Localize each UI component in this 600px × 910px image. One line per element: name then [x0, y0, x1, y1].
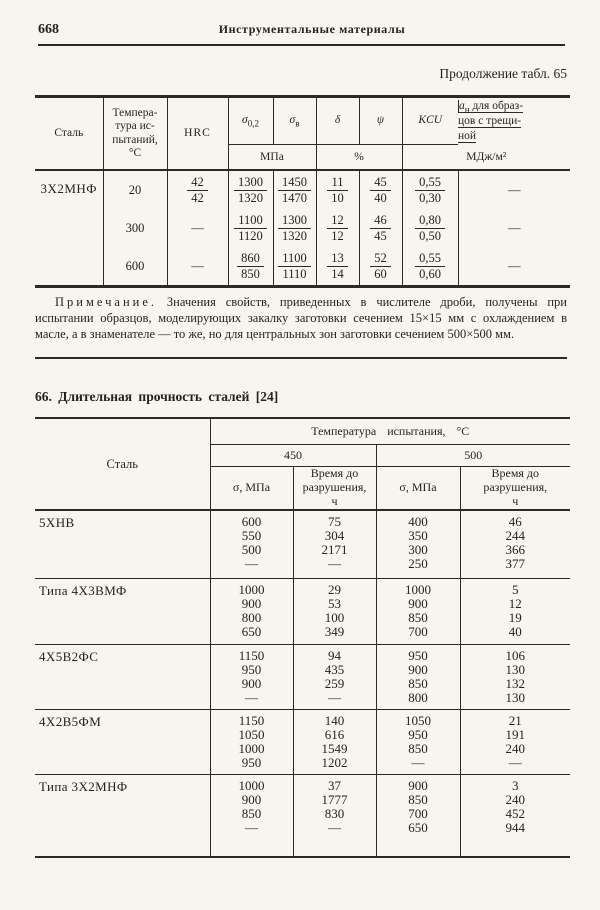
psi-cell: 45 40	[358, 170, 402, 209]
steel-name: 4Х2В5ФМ	[35, 709, 210, 775]
psi-cell: 46 45	[358, 209, 402, 247]
hrc-cell: —	[166, 247, 228, 287]
unit-mpa: МПа	[227, 144, 316, 171]
sigma02-cell: 1100 1120	[227, 209, 273, 247]
an-cell: —	[457, 209, 570, 247]
kcu-cell: 0,80 0,50	[401, 209, 458, 247]
steel-name: 5ХНВ	[35, 510, 210, 579]
time-500-values: 106 130 132 130	[459, 644, 571, 710]
col-header-500: 500	[375, 444, 571, 467]
col-header-time-450: Время до разрушения, ч	[292, 466, 376, 511]
unit-mj-m2: МДж/м²	[401, 144, 570, 171]
temp-cell: 20	[102, 170, 167, 209]
delta-cell: 13 14	[315, 247, 359, 287]
time-500-values: 21 191 240 —	[459, 709, 571, 775]
time-500-values: 46 244 366 377	[459, 510, 571, 579]
sigma-500-values: 400 350 300 250	[375, 510, 460, 579]
col-header-temperature: Темпера- тура ис- пытаний, °С	[102, 96, 167, 171]
col-header-sigma02: σ0,2	[227, 96, 273, 145]
time-450-values: 29 53 100 349	[292, 578, 376, 645]
table-row: 300 — 1100 1120 1300 1320 12 12 46 45 0,80 0,…	[35, 209, 570, 247]
time-450-values: 94 435 259 —	[292, 644, 376, 710]
col-header-450: 450	[209, 444, 376, 467]
time-450-values: 75 304 2171 —	[292, 510, 376, 579]
header-rule	[38, 44, 565, 46]
hrc-cell: —	[166, 209, 228, 247]
note-label: Примечание.	[55, 295, 158, 309]
sigma-450-values: 1150 1050 1000 950	[209, 709, 293, 775]
sigma-450-values: 1000 900 850 —	[209, 774, 293, 857]
running-head: 668 Инструментальные материалы	[38, 22, 565, 38]
sigma-500-values: 950 900 850 800	[375, 644, 460, 710]
time-450-values: 140 616 1549 1202	[292, 709, 376, 775]
table65-continuation-label: Продолжение табл. 65	[439, 66, 567, 81]
col-header-delta: δ	[315, 96, 359, 145]
table66-title: 66. Длительная прочность сталей [24]	[35, 389, 279, 404]
running-title: Инструментальные материалы	[218, 22, 406, 36]
col-header-steel: Сталь	[35, 418, 210, 511]
psi-cell: 52 60	[358, 247, 402, 287]
sigma-500-values: 1000 900 850 700	[375, 578, 460, 645]
table-row: 5ХНВ 600 550 500 — 75 304 2171 — 400 350…	[35, 510, 571, 579]
table65-note: Примечание. Значения свойств, приведенны…	[35, 294, 567, 342]
col-header-time-500: Время до разрушения, ч	[459, 466, 571, 511]
steel-name: Типа 3Х2МНФ	[39, 779, 128, 794]
col-header-test-temperature: Температура испытания, °С	[209, 418, 571, 445]
sigma02-cell: 860 850	[227, 247, 273, 287]
delta-cell: 12 12	[315, 209, 359, 247]
col-header-sigma-500: σ, МПа	[375, 466, 460, 511]
note-bottom-rule	[35, 357, 567, 359]
col-header-steel: Сталь	[35, 96, 103, 171]
time-500-values: 3 240 452 944	[459, 774, 571, 857]
col-header-psi: ψ	[358, 96, 402, 145]
temp-cell: 300	[102, 209, 167, 247]
sigma-450-values: 1150 950 900 —	[209, 644, 293, 710]
col-header-sigmav: σв	[272, 96, 316, 145]
sigmav-cell: 1300 1320	[272, 209, 316, 247]
table-row: Типа 3Х2МНФ 1000 900 850 — 37 1777 830 —…	[35, 774, 571, 857]
table-row: 4Х5В2ФС 1150 950 900 — 94 435 259 — 950 …	[35, 644, 571, 710]
table-row: 3Х2МНФ 20 42 42 1300 1320 1450 1470 11 10 45…	[35, 170, 570, 209]
table-row: Типа 4Х3ВМФ 1000 900 800 650 29 53 100 3…	[35, 578, 571, 645]
time-450-values: 37 1777 830 —	[292, 774, 376, 857]
steel-name: 4Х5В2ФС	[35, 644, 210, 710]
col-header-hrc: HRC	[166, 96, 228, 171]
steel-name: Типа 4Х3ВМФ	[35, 578, 210, 645]
sigmav-cell: 1450 1470	[272, 170, 316, 209]
col-header-kcu: KCU	[401, 96, 458, 145]
time-500-values: 5 12 19 40	[459, 578, 571, 645]
sigma-500-values: 900 850 700 650	[375, 774, 460, 857]
sigma-450-values: 1000 900 800 650	[209, 578, 293, 645]
page-number: 668	[38, 22, 59, 37]
col-header-sigma-450: σ, МПа	[209, 466, 293, 511]
kcu-cell: 0,55 0,60	[401, 247, 458, 287]
an-cell: —	[457, 247, 570, 287]
an-cell: —	[457, 170, 570, 209]
temp-cell: 600	[102, 247, 167, 287]
kcu-cell: 0,55 0,30	[401, 170, 458, 209]
sigma-500-values: 1050 950 850 —	[375, 709, 460, 775]
delta-cell: 11 10	[315, 170, 359, 209]
note-text: Значения свойств, приведенных в числител…	[35, 295, 567, 341]
table-66: Сталь Температура испытания, °С 450 500 …	[35, 417, 571, 858]
sigma02-cell: 1300 1320	[227, 170, 273, 209]
steel-name: 3Х2МНФ	[40, 181, 98, 196]
sigmav-cell: 1100 1110	[272, 247, 316, 287]
col-header-an-crack: aн для образ- цов с трещи- ной	[458, 99, 524, 143]
unit-percent: %	[315, 144, 402, 171]
table-row: 600 — 860 850 1100 1110 13 14 52 60 0,55 0,60…	[35, 247, 570, 287]
table-row: 4Х2В5ФМ 1150 1050 1000 950 140 616 1549 …	[35, 709, 571, 775]
table-65: Сталь Темпера- тура ис- пытаний, °С HRC …	[35, 95, 570, 288]
sigma-450-values: 600 550 500 —	[209, 510, 293, 579]
hrc-cell: 42 42	[166, 170, 228, 209]
